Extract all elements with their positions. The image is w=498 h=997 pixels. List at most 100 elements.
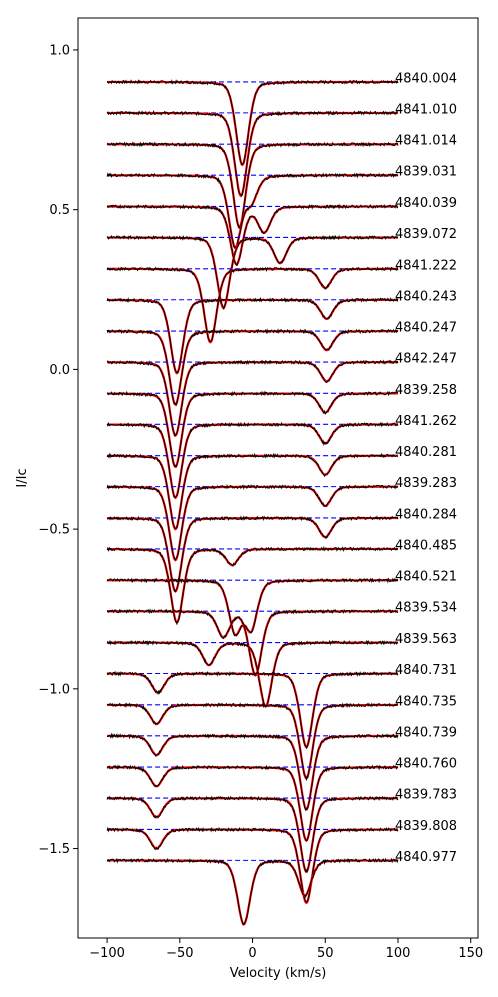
plot-area: 4840.004 4841.010 4841.014 4839.031 4840.039… — [106, 71, 457, 926]
spectrum-4840.039: 4840.039 — [106, 196, 457, 266]
spectrum-label: 4840.243 — [395, 289, 457, 304]
spectrum-4839.808: 4839.808 — [106, 819, 457, 905]
spectrum-label: 4840.977 — [395, 850, 457, 865]
observed-profile — [106, 670, 399, 750]
spectrum-4839.783: 4839.783 — [106, 788, 457, 874]
spectrum-4839.031: 4839.031 — [106, 165, 457, 250]
spectrum-label: 4841.262 — [395, 414, 457, 429]
observed-profile — [106, 172, 399, 250]
spectrum-label: 4840.284 — [395, 507, 457, 522]
spectrum-label: 4839.534 — [395, 601, 457, 616]
observed-profile — [106, 452, 399, 530]
observed-profile — [106, 515, 399, 592]
spectrum-4842.247: 4842.247 — [106, 352, 457, 437]
spectrum-label: 4840.731 — [395, 663, 457, 678]
y-tick-label: −1.0 — [38, 682, 70, 697]
observed-profile — [106, 234, 399, 310]
spectrum-4840.281: 4840.281 — [106, 445, 457, 531]
spectrum-label: 4841.014 — [395, 134, 457, 149]
observed-profile — [106, 545, 399, 626]
spectrum-label: 4839.031 — [395, 165, 457, 180]
spectrum-4840.731: 4840.731 — [106, 663, 457, 750]
x-tick-label: −100 — [89, 946, 125, 961]
spectrum-4841.222: 4841.222 — [106, 258, 457, 344]
spectrum-label: 4839.283 — [395, 476, 457, 491]
model-profile — [107, 236, 398, 310]
spectrum-4839.283: 4839.283 — [106, 476, 457, 562]
spectrum-label: 4839.783 — [395, 788, 457, 803]
observed-profile — [106, 390, 399, 469]
spectrum-label: 4840.004 — [395, 71, 457, 86]
spectrum-4840.284: 4840.284 — [106, 507, 457, 593]
spectrum-label: 4840.760 — [395, 757, 457, 772]
spectrum-label: 4840.039 — [395, 196, 457, 211]
spectrum-4839.563: 4839.563 — [106, 632, 457, 708]
y-tick-label: 1.0 — [49, 43, 70, 58]
spectrum-4841.262: 4841.262 — [106, 414, 457, 500]
x-tick-label: 100 — [386, 946, 411, 961]
y-axis: 1.0 0.5 0.0 −0.5 −1.0 −1.5 — [38, 43, 78, 857]
x-axis-label: Velocity (km/s) — [230, 966, 327, 981]
spectrum-4840.735: 4840.735 — [106, 694, 457, 782]
spectrum-label: 4840.485 — [395, 538, 457, 553]
spectrum-label: 4841.222 — [395, 258, 457, 273]
observed-profile — [106, 203, 399, 266]
observed-profile — [106, 109, 399, 198]
observed-profile — [106, 608, 399, 676]
x-tick-label: 50 — [317, 946, 334, 961]
observed-profile — [106, 732, 399, 812]
spectrum-label: 4839.258 — [395, 383, 457, 398]
model-profile — [107, 205, 398, 266]
x-tick-label: −50 — [166, 946, 193, 961]
observed-profile — [106, 79, 399, 166]
spectrum-label: 4839.563 — [395, 632, 457, 647]
spectrum-label: 4840.247 — [395, 321, 457, 336]
spectrum-label: 4842.247 — [395, 352, 457, 367]
y-tick-label: −0.5 — [38, 523, 70, 538]
spectrum-4840.243: 4840.243 — [106, 289, 457, 375]
spectrum-4839.072: 4839.072 — [106, 227, 457, 310]
spectrum-4841.014: 4841.014 — [106, 134, 457, 229]
spectrum-label: 4840.521 — [395, 570, 457, 585]
spectrum-4839.534: 4839.534 — [106, 601, 457, 677]
spectrum-4840.977: 4840.977 — [106, 850, 457, 926]
spectrum-4840.485: 4840.485 — [106, 538, 457, 626]
spectrum-label: 4839.072 — [395, 227, 457, 242]
observed-profile — [106, 764, 399, 842]
observed-profile — [106, 359, 399, 437]
spectrum-label: 4840.281 — [395, 445, 457, 460]
observed-profile — [106, 328, 399, 407]
observed-profile — [106, 296, 399, 374]
observed-profile — [106, 141, 399, 229]
observed-profile — [106, 702, 399, 782]
observed-profile — [106, 421, 399, 499]
spectrum-4840.760: 4840.760 — [106, 757, 457, 842]
spectrum-4840.004: 4840.004 — [106, 71, 457, 167]
model-profile — [107, 828, 399, 905]
spectrum-4841.010: 4841.010 — [106, 102, 457, 198]
model-profile — [107, 859, 398, 926]
spectrum-label: 4840.735 — [395, 694, 457, 709]
spectrum-4840.521: 4840.521 — [106, 570, 457, 637]
y-tick-label: −1.5 — [38, 842, 70, 857]
observed-profile — [106, 265, 399, 342]
x-tick-label: 0 — [248, 946, 256, 961]
spectrum-label: 4839.808 — [395, 819, 457, 834]
observed-profile — [106, 577, 399, 637]
model-profile — [107, 579, 398, 637]
y-tick-label: 0.0 — [49, 363, 70, 378]
observed-profile — [106, 795, 399, 874]
spectrum-4839.258: 4839.258 — [106, 383, 457, 469]
x-tick-label: 150 — [458, 946, 483, 961]
observed-profile — [106, 484, 399, 561]
spectrum-4840.739: 4840.739 — [106, 725, 457, 812]
observed-profile — [106, 857, 399, 926]
spectrum-label: 4841.010 — [395, 102, 457, 117]
model-profile — [107, 80, 398, 167]
x-axis: −100 −50 0 50 100 150 — [89, 938, 483, 961]
observed-profile — [106, 826, 399, 903]
plot-frame — [77, 17, 479, 939]
spectrum-label: 4840.739 — [395, 725, 457, 740]
observed-profile — [106, 639, 399, 708]
